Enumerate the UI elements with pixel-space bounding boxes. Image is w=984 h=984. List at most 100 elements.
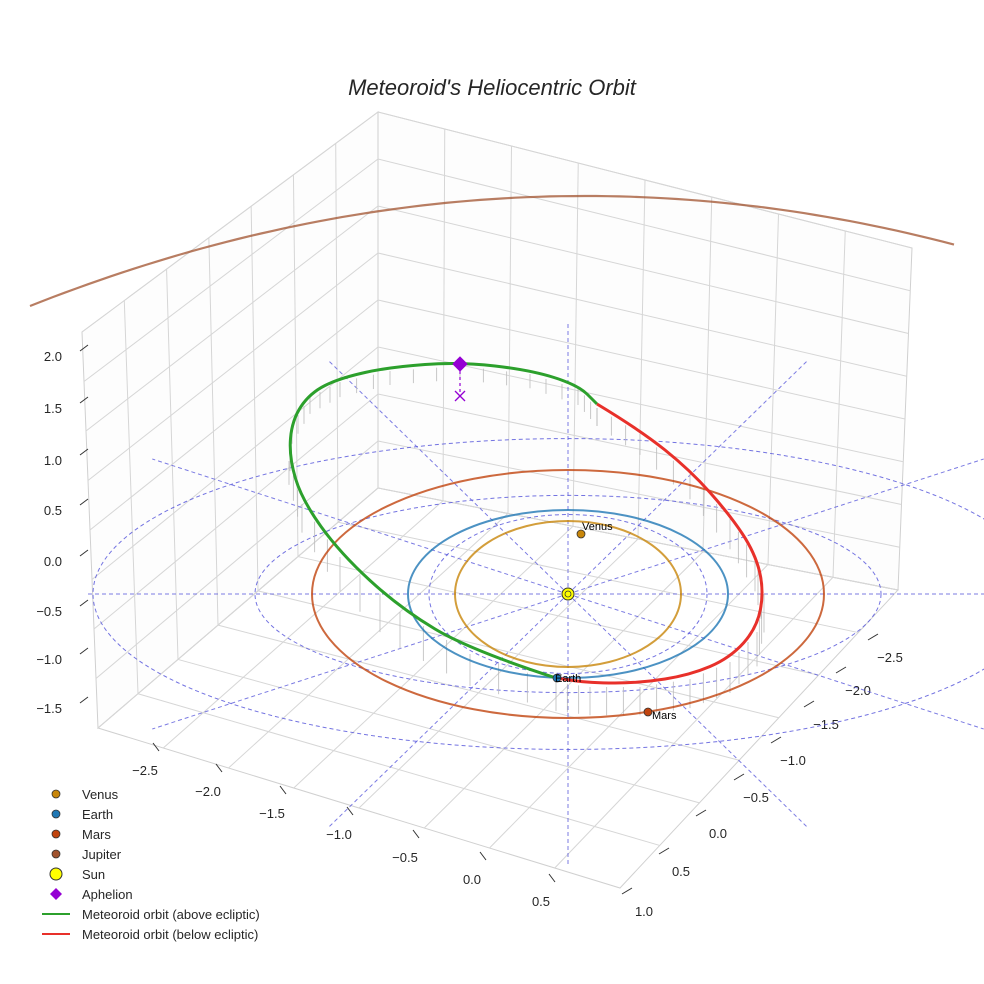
grid-line	[81, 111, 379, 333]
mars-label: Mars	[652, 710, 677, 722]
legend: Venus Earth Mars Jupiter Sun Aphelion Meteoroi…	[42, 787, 260, 942]
x-tick-label: −1.5	[259, 806, 285, 821]
venus-orbit	[454, 520, 682, 668]
legend-marker	[51, 789, 61, 799]
grid-line	[292, 174, 299, 557]
y-tick-label: −0.5	[743, 790, 769, 805]
y-tick-mark	[835, 666, 847, 674]
z-tick-label: 0.0	[44, 554, 62, 569]
z-tick-label: −1.5	[36, 701, 62, 716]
jupiter-orbit-layer	[29, 194, 955, 308]
legend-marker	[51, 829, 61, 839]
z-tick-mark	[79, 599, 89, 607]
reference-grid-layer	[88, 324, 984, 864]
back-left-wall	[81, 111, 379, 730]
grid-line	[177, 658, 700, 804]
legend-label: Venus	[82, 787, 119, 802]
axes-grid	[81, 111, 913, 889]
legend-label: Meteoroid orbit (below ecliptic)	[82, 927, 258, 942]
legend-marker	[49, 867, 63, 881]
grid-line	[423, 551, 704, 829]
grid-line	[93, 393, 379, 630]
y-tick-label: −2.5	[877, 650, 903, 665]
mars-orbit	[311, 469, 825, 719]
grid-line	[91, 346, 379, 580]
y-tick-mark	[803, 700, 815, 708]
reference-spoke	[567, 458, 984, 595]
planet-orbits-layer	[311, 469, 825, 719]
x-tick-mark	[479, 851, 487, 861]
z-tick-label: 2.0	[44, 349, 62, 364]
venus-label: Venus	[582, 521, 613, 533]
legend-label: Earth	[82, 807, 113, 822]
x-tick-mark	[548, 873, 556, 883]
sun-marker	[561, 587, 575, 601]
z-tick-mark	[79, 448, 89, 456]
venus-marker	[576, 529, 586, 539]
z-axis-ticks: 2.0 1.5 1.0 0.5 0.0 −0.5 −1.0 −1.5	[36, 344, 89, 716]
y-tick-mark	[658, 847, 670, 855]
grid-line	[250, 206, 259, 591]
y-tick-label: −2.0	[845, 683, 871, 698]
legend-label: Meteoroid orbit (above ecliptic)	[82, 907, 260, 922]
reference-circle	[428, 514, 708, 674]
x-tick-label: 0.5	[532, 894, 550, 909]
y-tick-label: 1.0	[635, 904, 653, 919]
aphelion-projection	[454, 390, 466, 402]
y-axis-ticks: −2.5−2.0−1.5−1.0−0.50.00.51.0	[621, 633, 903, 919]
y-tick-mark	[770, 736, 782, 744]
legend-marker	[50, 888, 62, 900]
chart-title: Meteoroid's Heliocentric Orbit	[348, 75, 637, 100]
legend-label: Aphelion	[82, 887, 133, 902]
grid-line	[166, 269, 179, 660]
x-tick-label: −1.0	[326, 827, 352, 842]
sun-core	[564, 590, 572, 598]
grid-line	[572, 162, 579, 527]
grid-line	[217, 624, 740, 761]
z-tick-label: 1.0	[44, 453, 62, 468]
grid-line	[123, 300, 139, 694]
reference-spoke	[152, 593, 569, 730]
earth-label: Earth	[555, 673, 581, 685]
grid-line	[702, 196, 713, 552]
earth-orbit	[407, 509, 729, 679]
grid-line	[297, 556, 819, 676]
x-tick-mark	[152, 742, 160, 752]
grid-line	[489, 564, 769, 849]
y-tick-label: −1.0	[780, 753, 806, 768]
grid-line	[637, 179, 646, 540]
legend-label: Jupiter	[82, 847, 122, 862]
x-tick-mark	[279, 785, 287, 795]
reference-spoke	[567, 593, 809, 829]
z-tick-mark	[79, 696, 89, 704]
meteoroid-orbit-layer	[288, 362, 764, 685]
z-tick-label: −1.0	[36, 652, 62, 667]
grid-line	[95, 440, 379, 679]
grid-line	[442, 128, 446, 501]
grid-line	[97, 487, 379, 729]
grid-line	[85, 205, 379, 432]
grid-line	[208, 237, 219, 626]
z-tick-label: 1.5	[44, 401, 62, 416]
x-axis-ticks: −2.5 −2.0 −1.5 −1.0 −0.5 0.0 0.5	[132, 742, 556, 909]
z-tick-mark	[79, 647, 89, 655]
z-tick-label: −0.5	[36, 604, 62, 619]
grid-line	[162, 500, 444, 749]
jupiter-orbit	[29, 194, 955, 308]
y-tick-mark	[621, 887, 633, 895]
z-tick-mark	[79, 549, 89, 557]
meteoroid-orbit-above	[288, 362, 599, 680]
grid-line	[228, 513, 509, 769]
x-tick-label: −2.0	[195, 784, 221, 799]
grid-line	[337, 521, 859, 634]
earth-marker	[552, 673, 562, 683]
grid-line	[257, 590, 779, 719]
grid-line	[767, 213, 779, 565]
mars-marker	[643, 707, 653, 717]
reference-spoke	[567, 593, 984, 730]
z-tick-mark	[79, 396, 89, 404]
grid-line	[293, 525, 574, 789]
legend-label: Mars	[82, 827, 111, 842]
x-tick-mark	[346, 806, 354, 816]
z-tick-label: 0.5	[44, 503, 62, 518]
